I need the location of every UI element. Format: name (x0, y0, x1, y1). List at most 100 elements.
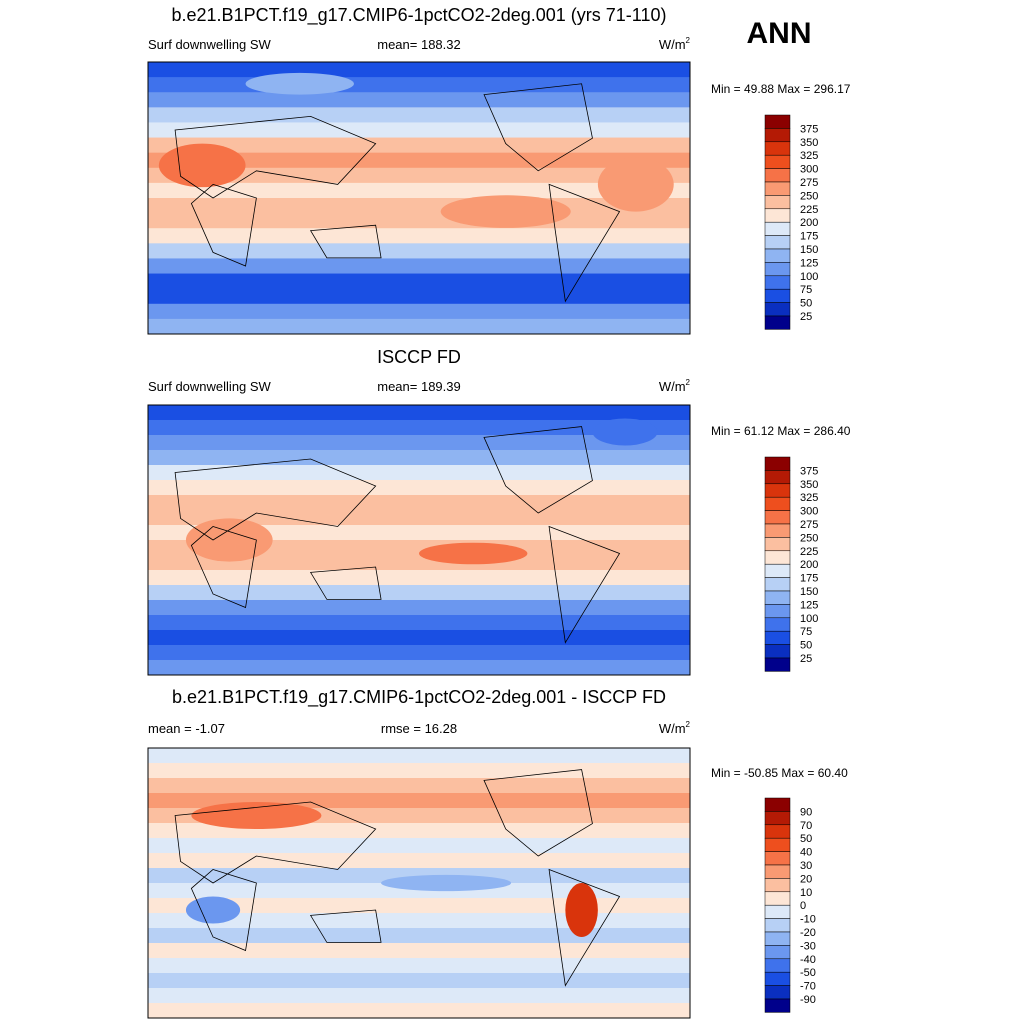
colorbar-box (764, 288, 791, 303)
colorbar-label: 375 (800, 465, 818, 477)
map-band (148, 273, 690, 290)
colorbar-label: 90 (800, 806, 812, 818)
colorbar-box (764, 864, 791, 879)
map-band (148, 167, 690, 184)
colorbar-box (764, 891, 791, 906)
map-band (148, 420, 690, 436)
colorbar-box (764, 837, 791, 852)
map-band (148, 213, 690, 229)
map-region (185, 518, 273, 562)
colorbar-label: 350 (800, 479, 818, 491)
colorbar-box (764, 577, 791, 592)
map-band (148, 318, 690, 335)
colorbar-box (764, 154, 791, 169)
units-sup: 2 (686, 720, 691, 729)
map (147, 61, 691, 335)
colorbar-label: 75 (800, 284, 812, 296)
map-band (148, 77, 690, 93)
colorbar-label: 250 (800, 532, 818, 544)
colorbar-label: 225 (800, 204, 818, 216)
colorbar-box (764, 302, 791, 317)
colorbar-label: 300 (800, 164, 818, 176)
colorbar-label: -30 (800, 940, 816, 952)
colorbar-label: 10 (800, 887, 812, 899)
colorbar-box (764, 537, 791, 552)
colorbar-label: 200 (800, 559, 818, 571)
colorbar-label: 325 (800, 492, 818, 504)
colorbar-box (764, 262, 791, 277)
colorbar-box (764, 918, 791, 933)
map-band (148, 540, 690, 556)
map-region (592, 418, 658, 446)
colorbar-box (764, 114, 791, 129)
colorbar-label: 40 (800, 847, 812, 859)
colorbar-label: 175 (800, 573, 818, 585)
map-band (148, 913, 690, 929)
map-band (148, 600, 690, 616)
colorbar-label: 150 (800, 244, 818, 256)
map-band (148, 645, 690, 661)
colorbar-box (764, 128, 791, 143)
colorbar-box (764, 985, 791, 1000)
colorbar-box (764, 931, 791, 946)
map-region (440, 195, 571, 228)
map-band (148, 288, 690, 305)
map-band (148, 615, 690, 631)
map-band (148, 660, 690, 676)
map-band (148, 943, 690, 959)
colorbar-box (764, 590, 791, 605)
colorbar-label: 25 (800, 653, 812, 665)
map-frame (147, 61, 691, 335)
map-region (597, 157, 674, 212)
colorbar-box (764, 797, 791, 812)
min-max: Min = 61.12 Max = 286.40 (711, 424, 851, 438)
map-band (148, 450, 690, 466)
colorbar-label: 250 (800, 190, 818, 202)
panel-title: b.e21.B1PCT.f19_g17.CMIP6-1pctCO2-2deg.0… (172, 5, 667, 26)
map-region (158, 143, 246, 188)
units-sup: 2 (686, 36, 691, 45)
map-region (185, 896, 241, 924)
map-band (148, 495, 690, 511)
panel-title: b.e21.B1PCT.f19_g17.CMIP6-1pctCO2-2deg.0… (172, 687, 666, 708)
colorbar-box (764, 811, 791, 826)
colorbar-box (764, 958, 791, 973)
map-region (419, 542, 528, 565)
colorbar-label: 50 (800, 298, 812, 310)
coastline (190, 526, 257, 609)
colorbar-box (764, 235, 791, 250)
colorbar-box (764, 563, 791, 578)
coastline (174, 801, 377, 884)
coastline (309, 909, 382, 943)
map-band (148, 122, 690, 139)
map-band (148, 92, 690, 108)
map-band (148, 630, 690, 646)
colorbar-label: 25 (800, 311, 812, 323)
colorbar-label: -10 (800, 914, 816, 926)
colorbar-box (764, 878, 791, 893)
colorbar-label: 275 (800, 177, 818, 189)
coastline (548, 868, 621, 987)
units-base: W/m (659, 721, 686, 736)
map-band (148, 778, 690, 794)
colorbar-box (764, 523, 791, 538)
colorbar-label: 200 (800, 217, 818, 229)
min-max: Min = -50.85 Max = 60.40 (711, 766, 848, 780)
units: W/m2 (659, 36, 691, 52)
colorbar-box (764, 456, 791, 471)
map-band (148, 137, 690, 154)
colorbar-label: 0 (800, 900, 806, 912)
coastline (548, 183, 621, 303)
panel-title: ISCCP FD (377, 347, 461, 367)
coastline (483, 426, 593, 514)
map-band (148, 465, 690, 481)
min-max: Min = 49.88 Max = 296.17 (711, 82, 851, 96)
map-region (381, 874, 512, 892)
colorbar-label: -20 (800, 927, 816, 939)
colorbar-box (764, 904, 791, 919)
map-band (148, 258, 690, 275)
colorbar-box (764, 617, 791, 632)
map-band (148, 228, 690, 244)
colorbar-label: 125 (800, 599, 818, 611)
colorbar-box (764, 248, 791, 263)
